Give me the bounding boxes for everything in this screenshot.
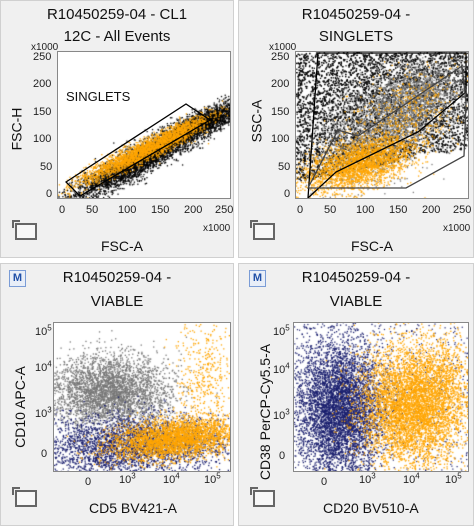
x-axis-label: CD20 BV510-A (323, 500, 419, 516)
panel-title-line1: R10450259-04 - (301, 269, 411, 286)
scatter-plot-area[interactable] (293, 322, 469, 472)
gate-select-icon[interactable] (12, 487, 37, 507)
panel-title-line2: SINGLETS (318, 28, 394, 45)
plot-panel-ssc-a-vs-fsc-a: R10450259-04 - SINGLETS x1000 SSC-A 250 … (238, 0, 474, 258)
panel-title-line1: R10450259-04 - (62, 269, 172, 286)
y-tick: 0 (46, 188, 53, 200)
y-tick-0: 0 (41, 448, 48, 460)
x-tick: 150 (151, 204, 170, 216)
x-tick: 0 (59, 204, 66, 216)
y-tick-1e5: 105 (35, 323, 52, 338)
y-tick: 200 (271, 78, 290, 90)
panel-title-line2: 12C - All Events (63, 28, 171, 45)
gate-label-singlets: SINGLETS (66, 89, 131, 104)
x-tick: 250 (453, 204, 472, 216)
y-tick: 50 (278, 161, 291, 173)
x-tick-1e4: 104 (163, 471, 180, 486)
panel-title-line1: R10450259-04 - CL1 (46, 6, 188, 23)
gate-overlay (306, 52, 467, 198)
x-tick: 0 (297, 204, 304, 216)
x-tick: 200 (422, 204, 441, 216)
gate-select-icon[interactable] (250, 487, 275, 507)
marker-badge[interactable]: M (249, 270, 266, 287)
scatter-plot-area[interactable] (295, 51, 469, 199)
x-axis-label: CD5 BV421-A (89, 500, 177, 516)
y-tick: 250 (271, 51, 290, 63)
y-tick-1e3: 103 (273, 407, 290, 422)
gate-select-icon[interactable] (12, 220, 37, 240)
x-tick: 150 (389, 204, 408, 216)
scatter-points (54, 323, 230, 471)
x-tick: 200 (184, 204, 203, 216)
plot-panel-fsc-h-vs-fsc-a: R10450259-04 - CL1 12C - All Events x100… (0, 0, 234, 258)
x-tick-1e3: 103 (119, 471, 136, 486)
x-axis-label: FSC-A (351, 238, 393, 254)
y-tick-0: 0 (279, 450, 286, 462)
y-tick: 0 (284, 188, 291, 200)
y-tick-1e4: 104 (35, 359, 52, 374)
gate-overlay (64, 103, 212, 197)
scatter-plot-area[interactable] (57, 51, 231, 199)
singlets-gate-polygon (64, 103, 212, 197)
plot-panel-cd38-vs-cd20: M R10450259-04 - VIABLE CD38 PerCP-Cy5.5… (238, 263, 474, 526)
y-axis-label: CD10 APC-A (11, 366, 28, 448)
panel-title-line2: VIABLE (329, 293, 383, 310)
x-tick-1e4: 104 (403, 471, 420, 486)
y-multiplier: x1000 (31, 42, 59, 53)
panel-title-line2: VIABLE (90, 293, 144, 310)
x-tick: 100 (118, 204, 137, 216)
x-tick-1e5: 105 (445, 471, 462, 486)
y-tick: 200 (33, 78, 52, 90)
y-tick-1e5: 105 (273, 323, 290, 338)
gate-polygon-1 (307, 52, 467, 198)
panel-title-line1: R10450259-04 - (301, 6, 411, 23)
gate-select-icon[interactable] (250, 220, 275, 240)
x-multiplier: x1000 (203, 223, 231, 234)
y-tick: 100 (33, 133, 52, 145)
x-multiplier: x1000 (443, 223, 471, 234)
y-axis-label: CD38 PerCP-Cy5.5-A (257, 343, 274, 481)
y-tick: 250 (33, 51, 52, 63)
plot-panel-cd10-vs-cd5: M R10450259-04 - VIABLE CD10 APC-A 105 1… (0, 263, 234, 526)
x-tick-1e3: 103 (359, 471, 376, 486)
x-tick-0: 0 (85, 476, 92, 488)
x-tick: 50 (324, 204, 337, 216)
y-tick: 150 (33, 106, 52, 118)
y-axis-label: FSC-H (8, 107, 25, 151)
x-tick: 100 (356, 204, 375, 216)
y-tick-1e3: 103 (35, 405, 52, 420)
gate-polygon-2 (306, 64, 467, 189)
marker-badge[interactable]: M (9, 270, 26, 287)
y-multiplier: x1000 (269, 42, 297, 53)
scatter-points (294, 323, 468, 471)
y-axis-label: SSC-A (248, 99, 265, 143)
scatter-plot-area[interactable] (53, 322, 231, 472)
y-tick-1e4: 104 (273, 361, 290, 376)
x-tick-1e5: 105 (204, 471, 221, 486)
x-axis-label: FSC-A (101, 238, 143, 254)
x-tick: 50 (86, 204, 99, 216)
y-tick: 150 (271, 106, 290, 118)
y-tick: 100 (271, 133, 290, 145)
x-tick: 250 (215, 204, 234, 216)
x-tick-0: 0 (321, 476, 328, 488)
y-tick: 50 (40, 161, 53, 173)
scatter-points (296, 52, 468, 198)
